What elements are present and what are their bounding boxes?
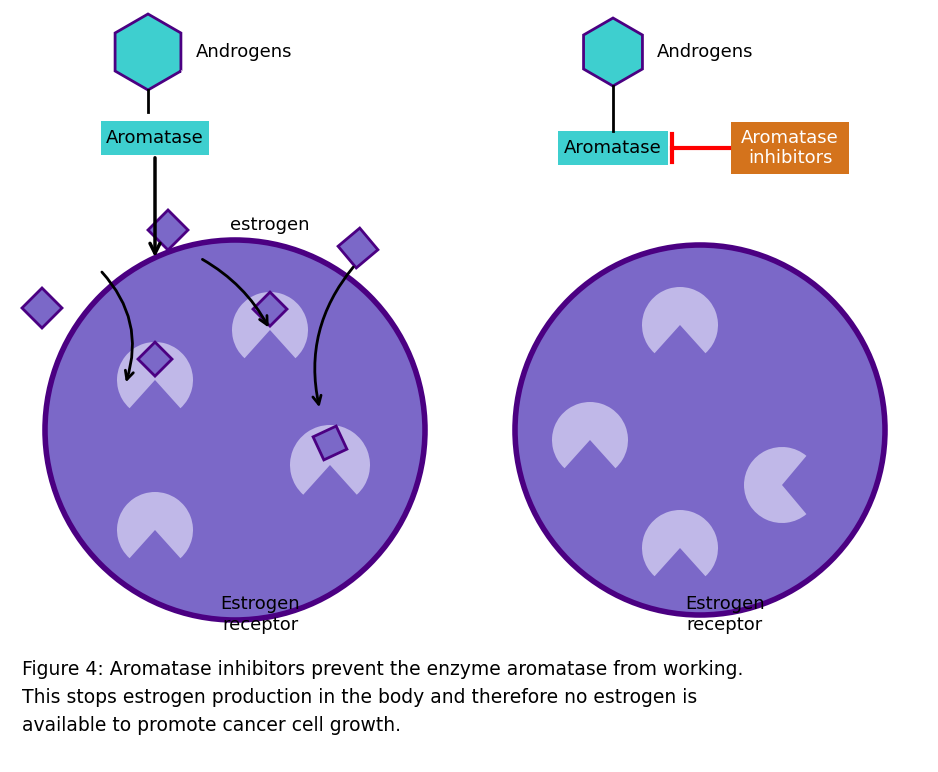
Polygon shape — [583, 18, 643, 86]
Wedge shape — [552, 402, 628, 469]
Text: Androgens: Androgens — [657, 43, 753, 61]
FancyBboxPatch shape — [731, 122, 849, 174]
Wedge shape — [290, 425, 370, 495]
FancyBboxPatch shape — [558, 131, 668, 165]
Wedge shape — [117, 342, 193, 408]
Wedge shape — [642, 287, 718, 354]
Text: Aromatase
inhibitors: Aromatase inhibitors — [741, 129, 839, 168]
Wedge shape — [744, 447, 807, 523]
Polygon shape — [115, 14, 181, 90]
Text: Androgens: Androgens — [196, 43, 293, 61]
FancyBboxPatch shape — [101, 121, 209, 155]
Text: Aromatase: Aromatase — [564, 139, 662, 157]
Polygon shape — [253, 292, 287, 326]
Text: Estrogen
receptor: Estrogen receptor — [685, 595, 764, 634]
Wedge shape — [232, 292, 308, 358]
Circle shape — [45, 240, 425, 620]
Polygon shape — [313, 426, 347, 460]
Text: Aromatase: Aromatase — [106, 129, 204, 147]
Text: Estrogen
receptor: Estrogen receptor — [220, 595, 300, 634]
Polygon shape — [138, 342, 172, 376]
Text: estrogen: estrogen — [230, 216, 310, 234]
Polygon shape — [22, 288, 62, 328]
Circle shape — [515, 245, 885, 615]
Wedge shape — [642, 510, 718, 576]
Text: Figure 4: Aromatase inhibitors prevent the enzyme aromatase from working.
This s: Figure 4: Aromatase inhibitors prevent t… — [22, 660, 744, 735]
Polygon shape — [148, 210, 188, 250]
Wedge shape — [117, 492, 193, 558]
Polygon shape — [338, 228, 378, 268]
